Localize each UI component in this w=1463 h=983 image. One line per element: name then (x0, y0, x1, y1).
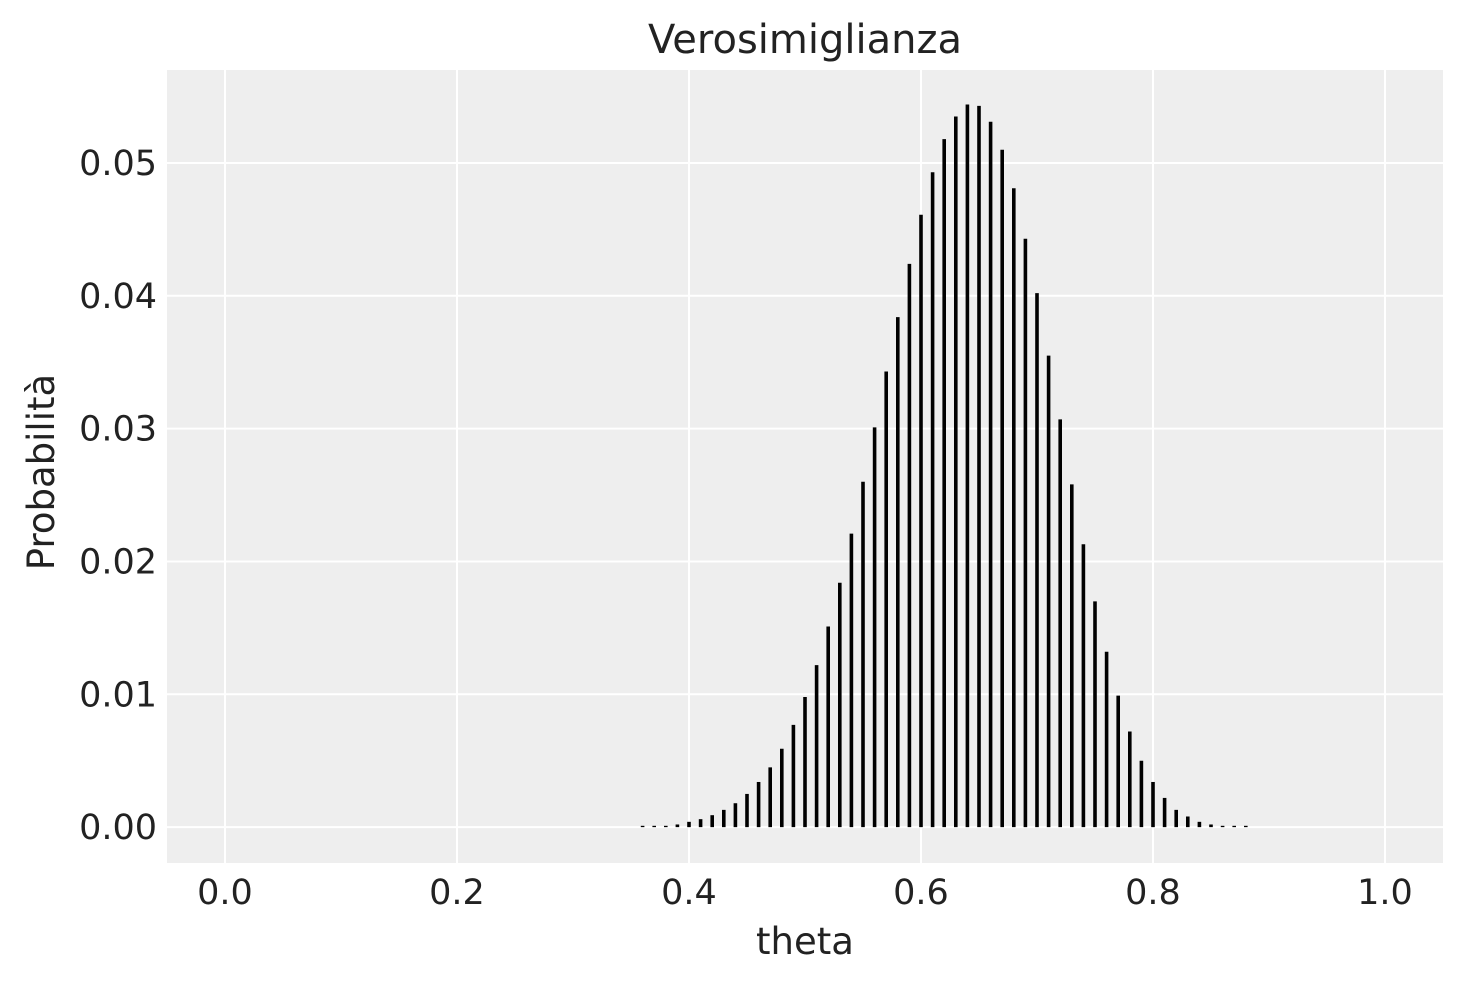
x-tick-label: 1.0 (1357, 873, 1413, 913)
y-tick-label: 0.03 (79, 410, 157, 450)
y-tick-label: 0.04 (79, 277, 157, 317)
y-gridlines (167, 161, 1443, 829)
x-tick-labels: 0.0 0.2 0.4 0.6 0.8 1.0 (197, 873, 1413, 913)
bars (640, 104, 1248, 828)
y-tick-label: 0.05 (79, 144, 157, 184)
x-tick-label: 0.6 (893, 873, 949, 913)
x-tick-label: 0.2 (429, 873, 485, 913)
y-tick-label: 0.00 (79, 808, 157, 848)
y-tick-label: 0.01 (79, 675, 157, 715)
y-axis-label: Probabilità (20, 374, 63, 570)
x-tick-label: 0.8 (1125, 873, 1181, 913)
x-tick-label: 0.4 (661, 873, 717, 913)
x-axis-label: theta (756, 920, 854, 963)
chart-title: Verosimiglianza (648, 17, 962, 63)
x-tick-label: 0.0 (197, 873, 253, 913)
y-tick-label: 0.02 (79, 542, 157, 582)
y-tick-labels: 0.00 0.01 0.02 0.03 0.04 0.05 (79, 144, 157, 848)
